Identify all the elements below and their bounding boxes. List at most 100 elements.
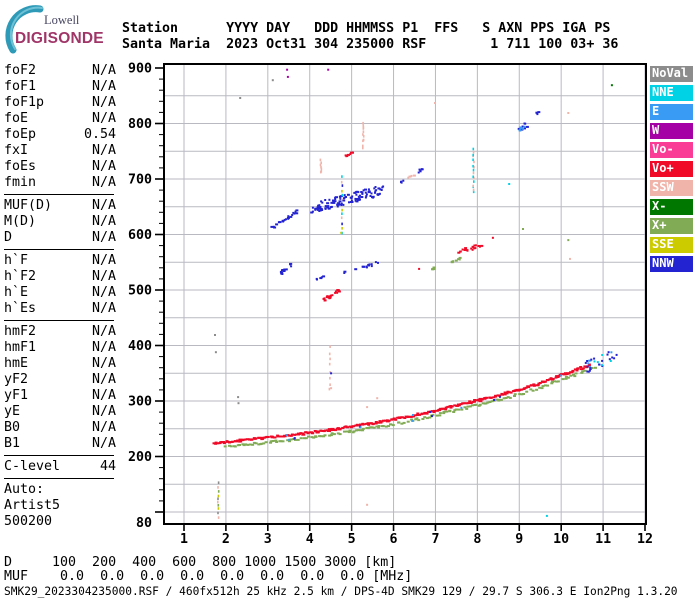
legend-swatch-nnw: NNW <box>650 256 693 272</box>
param-row: hmF1 N/A <box>4 340 116 356</box>
param-value: N/A <box>91 269 116 284</box>
muf-table: D 100 200 400 600 800 1000 1500 3000 [km… <box>4 555 413 585</box>
param-row: foF2 N/A <box>4 63 116 79</box>
legend-swatch-w: W <box>650 123 693 139</box>
autoscaling-info-row: 500200 <box>4 514 53 529</box>
svg-text:9: 9 <box>515 532 523 547</box>
param-row: foF1 N/A <box>4 79 116 95</box>
legend-swatch-xplus: X+ <box>650 218 693 234</box>
param-section-divider <box>4 455 114 456</box>
param-row: B0 N/A <box>4 420 116 436</box>
param-value: N/A <box>91 111 116 126</box>
param-label: foEs <box>4 159 37 174</box>
svg-text:2: 2 <box>222 532 230 547</box>
param-row: yE N/A <box>4 404 116 420</box>
param-row: foEs N/A <box>4 159 116 175</box>
param-row: B1 N/A <box>4 436 116 452</box>
autoscaling-info-row: Artist5 <box>4 498 61 513</box>
svg-text:1: 1 <box>180 532 188 547</box>
param-value: N/A <box>91 404 116 419</box>
param-value: N/A <box>91 198 116 213</box>
param-label: yE <box>4 404 21 419</box>
param-row: C-level 44 <box>4 459 116 475</box>
svg-text:400: 400 <box>128 339 152 354</box>
param-value: N/A <box>91 230 116 245</box>
param-label: D <box>4 230 13 245</box>
param-value: N/A <box>91 301 116 316</box>
svg-text:12: 12 <box>637 532 653 547</box>
param-row: foE N/A <box>4 111 116 127</box>
muf-row: MUF 0.0 0.0 0.0 0.0 0.0 0.0 0.0 0.0 [MHz… <box>4 569 413 585</box>
svg-text:5: 5 <box>348 532 356 547</box>
svg-text:200: 200 <box>128 450 152 465</box>
param-value: N/A <box>91 436 116 451</box>
param-label: foE <box>4 111 29 126</box>
param-label: hmE <box>4 356 29 371</box>
param-section-divider <box>4 320 114 321</box>
param-value: N/A <box>91 356 116 371</box>
param-label: M(D) <box>4 214 37 229</box>
param-label: h`F <box>4 253 29 268</box>
param-value: N/A <box>91 420 116 435</box>
scaled-parameters-panel: foF2 N/A foF1 N/A foF1p N/A foE N/A foEp 0.54 fxI N… <box>4 63 116 530</box>
param-value: N/A <box>91 285 116 300</box>
param-label: foF1 <box>4 79 37 94</box>
param-value: N/A <box>91 340 116 355</box>
svg-text:11: 11 <box>595 532 611 547</box>
param-row: h`E N/A <box>4 285 116 301</box>
param-label: MUF(D) <box>4 198 53 213</box>
param-label: fxI <box>4 143 29 158</box>
param-section-divider <box>4 478 114 479</box>
legend-swatch-voplus: Vo+ <box>650 161 693 177</box>
param-label: hmF2 <box>4 324 37 339</box>
param-value: N/A <box>91 95 116 110</box>
logo-text-digisonde: DIGISONDE <box>15 30 104 47</box>
svg-text:4: 4 <box>306 532 314 547</box>
legend-swatch-noval: NoVal <box>650 66 693 82</box>
param-section-divider <box>4 249 114 250</box>
measurement-file-info: SMK29_2023304235000.RSF / 460fx512h 25 k… <box>4 585 678 598</box>
legend-swatch-vominus: Vo- <box>650 142 693 158</box>
param-value: N/A <box>91 372 116 387</box>
param-row: fmin N/A <box>4 175 116 191</box>
param-label: yF2 <box>4 372 29 387</box>
param-row: fxI N/A <box>4 143 116 159</box>
echo-color-legend: NoVal NNE E W Vo- Vo+ SSW X- X+ SSE NNW <box>650 66 694 275</box>
logo-text-lowell: Lowell <box>44 13 80 27</box>
param-value: N/A <box>91 175 116 190</box>
param-row: MUF(D) N/A <box>4 198 116 214</box>
header-field-labels: Station YYYY DAY DDD HHMMSS P1 FFS S AXN… <box>122 21 611 36</box>
legend-swatch-sse: SSE <box>650 237 693 253</box>
autoscaling-info-row: Auto: <box>4 482 45 497</box>
param-label: h`F2 <box>4 269 37 284</box>
param-row: foF1p N/A <box>4 95 116 111</box>
param-value: N/A <box>91 253 116 268</box>
param-label: foF2 <box>4 63 37 78</box>
svg-text:10: 10 <box>553 532 569 547</box>
svg-text:300: 300 <box>128 395 152 410</box>
param-row: hmE N/A <box>4 356 116 372</box>
d-row: D 100 200 400 600 800 1000 1500 3000 [km… <box>4 555 397 570</box>
param-value: N/A <box>91 388 116 403</box>
param-label: foF1p <box>4 95 45 110</box>
param-label: B1 <box>4 436 21 451</box>
param-value: N/A <box>91 324 116 339</box>
svg-text:800: 800 <box>128 117 152 132</box>
legend-swatch-xminus: X- <box>650 199 693 215</box>
legend-swatch-e: E <box>650 104 693 120</box>
param-value: N/A <box>91 63 116 78</box>
param-row: h`Es N/A <box>4 301 116 317</box>
lowell-digisonde-logo: Lowell DIGISONDE <box>4 4 120 56</box>
param-label: B0 <box>4 420 21 435</box>
param-label: h`E <box>4 285 29 300</box>
param-label: fmin <box>4 175 37 190</box>
param-label: h`Es <box>4 301 37 316</box>
svg-text:500: 500 <box>128 284 152 299</box>
svg-text:700: 700 <box>128 173 152 188</box>
station-header: Station YYYY DAY DDD HHMMSS P1 FFS S AXN… <box>122 21 618 53</box>
svg-text:8: 8 <box>473 532 481 547</box>
param-value: N/A <box>91 159 116 174</box>
svg-text:80: 80 <box>136 516 152 531</box>
